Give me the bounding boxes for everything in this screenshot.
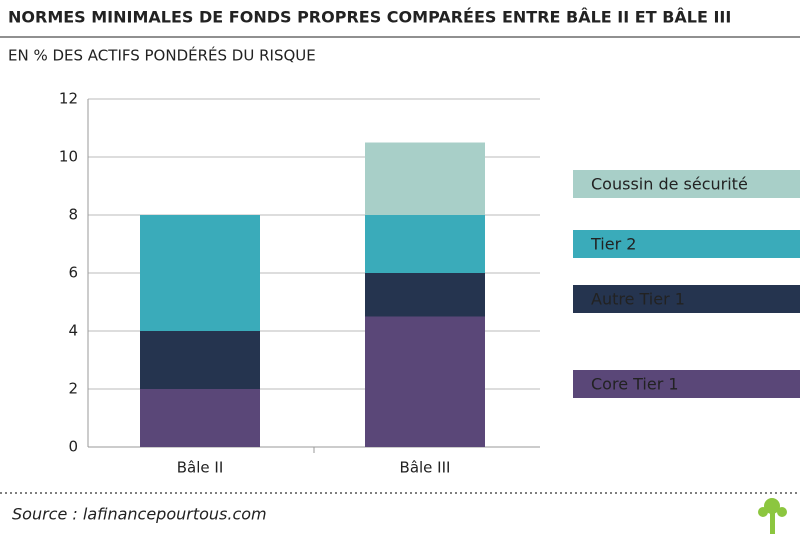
bar-segment <box>365 273 485 317</box>
chart-title: NORMES MINIMALES DE FONDS PROPRES COMPAR… <box>8 8 731 27</box>
y-tick-label: 2 <box>68 380 78 398</box>
y-tick-label: 0 <box>68 438 78 456</box>
x-tick-label: Bâle III <box>400 459 451 477</box>
legend-swatch <box>573 170 800 198</box>
y-tick-label: 6 <box>68 264 78 282</box>
legend-swatch <box>573 230 800 258</box>
legend-swatch <box>573 370 800 398</box>
logo <box>758 498 787 534</box>
y-tick-label: 12 <box>59 90 78 108</box>
bar-segment <box>365 215 485 273</box>
x-tick-label: Bâle II <box>177 459 224 477</box>
bar-segment <box>140 331 260 389</box>
legend-label: Coussin de sécurité <box>591 175 748 194</box>
legend-label: Tier 2 <box>590 235 636 254</box>
bar-segment <box>140 215 260 331</box>
y-tick-label: 8 <box>68 206 78 224</box>
legend-label: Core Tier 1 <box>591 375 679 394</box>
chart-subtitle: EN % DES ACTIFS PONDÉRÉS DU RISQUE <box>8 46 316 65</box>
y-tick-label: 4 <box>68 322 78 340</box>
legend-label: Autre Tier 1 <box>591 290 685 309</box>
bar-segment <box>365 316 485 447</box>
legend-swatch <box>573 285 800 313</box>
y-tick-label: 10 <box>59 148 78 166</box>
bar-segment <box>140 389 260 447</box>
source: Source : lafinancepourtous.com <box>12 505 267 524</box>
bar-segment <box>365 142 485 215</box>
